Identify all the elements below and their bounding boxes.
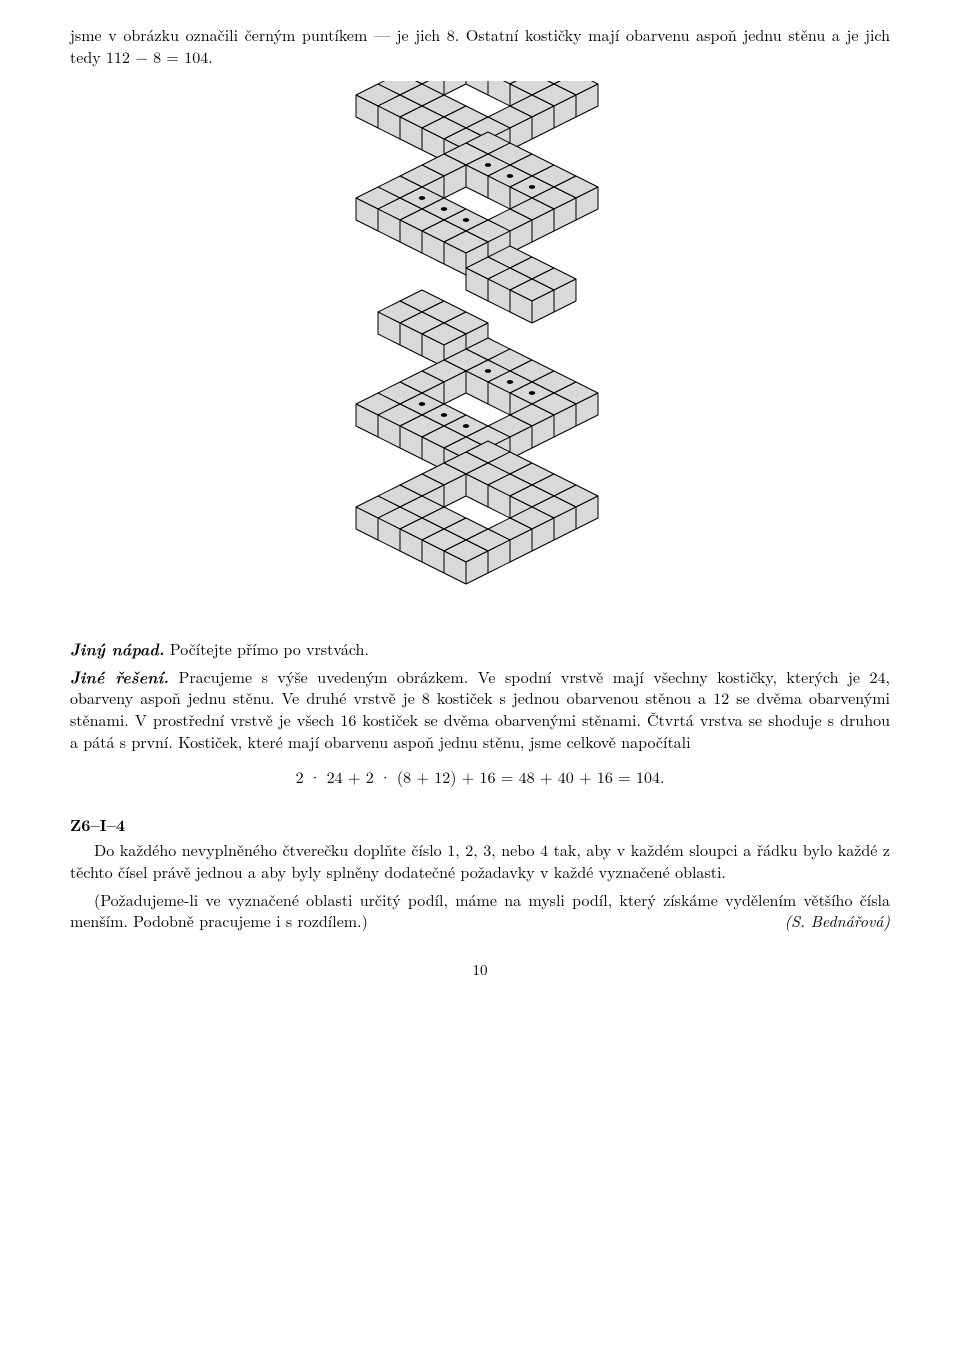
z6-label: Z6–I–4 — [70, 814, 890, 836]
author-credit: (S. Bednářová) — [760, 910, 890, 932]
jiny-napad-label: Jiný nápad. — [70, 637, 164, 660]
formula: 2 · 24 + 2 · (8 + 12) + 16 = 48 + 40 + 1… — [70, 766, 890, 788]
jiny-napad-text: Počítejte přímo po vrstvách. — [164, 637, 368, 660]
page-number: 10 — [70, 960, 890, 980]
z6-paragraph-1: Do každého nevyplněného čtverečku doplňt… — [70, 839, 890, 882]
jine-reseni: Jiné řešení. Pracujeme s výše uvedeným o… — [70, 666, 890, 752]
jine-reseni-text: Pracujeme s výše uvedeným obrázkem. Ve s… — [70, 665, 890, 753]
cube-figure — [70, 81, 890, 620]
layer4 — [356, 132, 598, 275]
jine-reseni-label: Jiné řešení. — [70, 665, 169, 688]
jiny-napad: Jiný nápad. Počítejte přímo po vrstvách. — [70, 638, 890, 660]
z6-paragraph-2: (Požadujeme-li ve vyznačené oblasti urči… — [70, 889, 890, 932]
layer1-bottom — [356, 441, 598, 584]
intro-text: jsme v obrázku označili černým puntíkem … — [70, 24, 890, 67]
